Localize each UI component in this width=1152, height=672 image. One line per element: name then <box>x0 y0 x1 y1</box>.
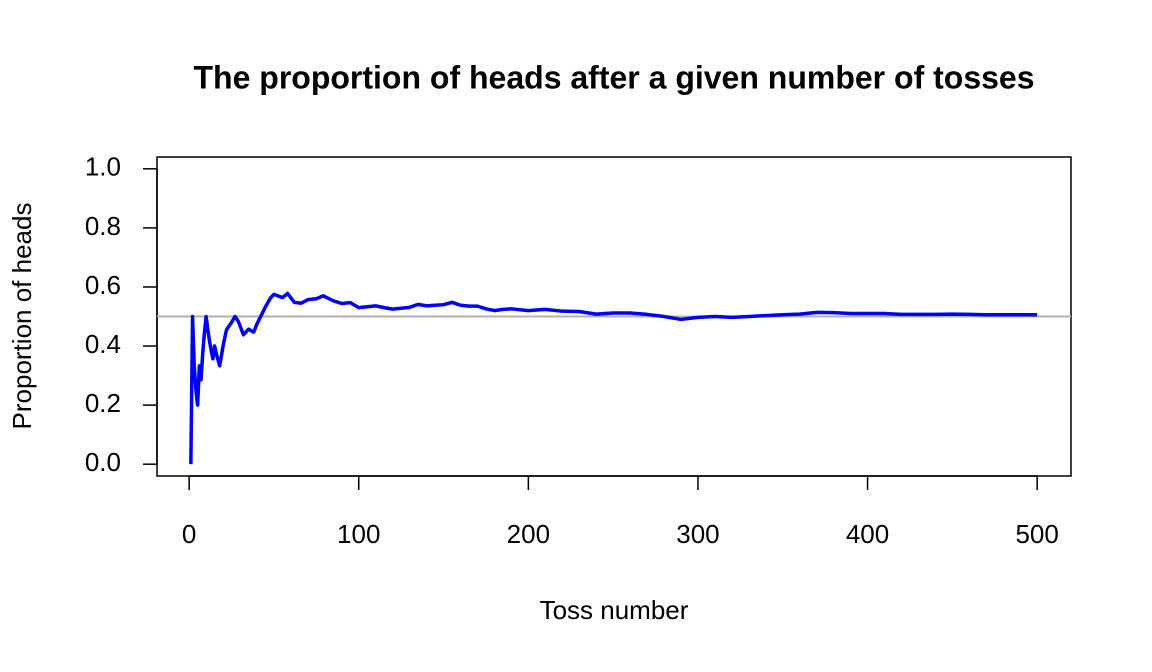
x-tick-label: 200 <box>507 519 550 549</box>
x-tick-label: 0 <box>182 519 196 549</box>
chart-title: The proportion of heads after a given nu… <box>194 59 1035 95</box>
x-tick-label: 500 <box>1015 519 1058 549</box>
x-tick-label: 400 <box>846 519 889 549</box>
x-axis-title: Toss number <box>540 595 689 625</box>
y-tick-label: 0.2 <box>85 388 121 418</box>
x-tick-label: 100 <box>337 519 380 549</box>
y-tick-label: 0.8 <box>85 211 121 241</box>
y-tick-label: 0.0 <box>85 447 121 477</box>
y-axis-title: Proportion of heads <box>7 203 37 430</box>
y-tick-label: 0.6 <box>85 270 121 300</box>
y-tick-label: 0.4 <box>85 329 121 359</box>
data-line <box>189 291 1038 465</box>
y-tick-label: 1.0 <box>85 152 121 182</box>
x-tick-label: 300 <box>676 519 719 549</box>
